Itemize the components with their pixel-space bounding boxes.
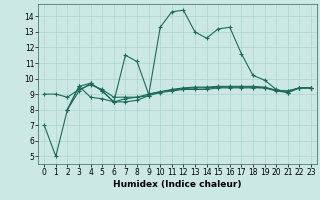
- X-axis label: Humidex (Indice chaleur): Humidex (Indice chaleur): [113, 180, 242, 189]
